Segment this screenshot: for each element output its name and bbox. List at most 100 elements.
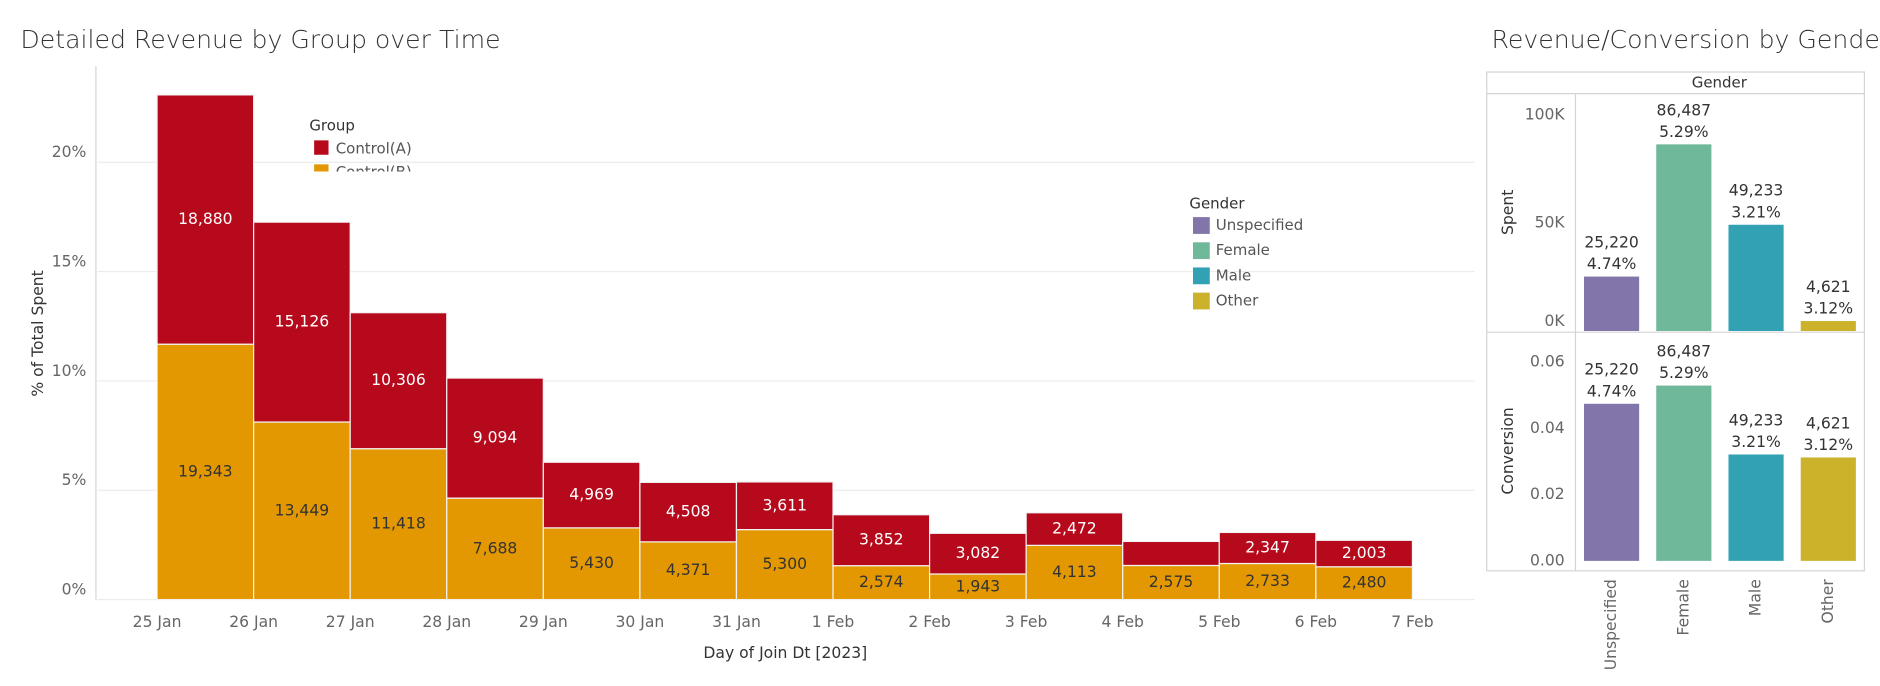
bar-segment xyxy=(735,529,834,601)
y-tick-label: 20% xyxy=(52,143,87,161)
legend-label: Control(A) xyxy=(336,139,412,157)
bar-segment xyxy=(735,481,834,531)
data-label: 2,574 xyxy=(859,573,904,591)
data-label: 49,233 xyxy=(1729,411,1784,429)
panel-frame xyxy=(1486,71,1866,572)
data-label: 4,621 xyxy=(1806,414,1851,432)
data-label: 3,082 xyxy=(956,544,1001,562)
data-label: 3.21% xyxy=(1731,433,1781,451)
legend-swatch xyxy=(314,164,329,172)
data-label: 2,472 xyxy=(1052,520,1097,538)
x-tick-label: 30 Jan xyxy=(615,613,664,631)
y-tick-label: 0.06 xyxy=(1530,353,1565,371)
bar xyxy=(1800,457,1856,561)
legend-label: Control(B) xyxy=(336,163,412,181)
legend-title: Gender xyxy=(1189,194,1245,212)
bar-segment xyxy=(1122,540,1220,567)
data-label: 4,113 xyxy=(1052,563,1097,581)
data-label: 3,852 xyxy=(859,531,904,549)
data-label: 4,969 xyxy=(569,486,614,504)
data-label: 4.74% xyxy=(1587,382,1637,400)
legend-title: Group xyxy=(309,116,355,134)
bar-segment xyxy=(1315,539,1414,568)
data-label: 25,220 xyxy=(1584,234,1639,252)
bar-segment xyxy=(832,514,931,567)
legend-label: Unspecified xyxy=(1216,216,1303,234)
x-tick-label: 1 Feb xyxy=(812,613,855,631)
data-label: 3.12% xyxy=(1804,436,1854,454)
y-tick-label: 0% xyxy=(62,580,87,598)
bar xyxy=(1584,276,1640,332)
data-label: 13,449 xyxy=(275,501,330,519)
chart-title: Revenue/Conversion by Gender xyxy=(1492,25,1880,54)
bar-segment xyxy=(446,377,544,499)
bar xyxy=(1800,321,1856,332)
y-tick-label: 0K xyxy=(1545,312,1566,330)
x-tick-label: 6 Feb xyxy=(1295,613,1338,631)
y-axis-title: % of Total Spent xyxy=(29,270,47,396)
data-label: 4,621 xyxy=(1806,278,1851,296)
data-label: 2,347 xyxy=(1245,538,1290,556)
data-label: 10,306 xyxy=(371,371,426,389)
y-tick-label: 50K xyxy=(1535,214,1566,232)
x-tick-label: 28 Jan xyxy=(422,613,471,631)
chart-title: Detailed Revenue by Group over Time xyxy=(20,25,500,54)
bar-segment xyxy=(1315,566,1414,601)
data-label: 86,487 xyxy=(1657,342,1712,360)
data-label: 18,880 xyxy=(178,210,233,228)
bar xyxy=(1584,403,1640,561)
legend-label: Other xyxy=(1216,292,1259,310)
bar-segment xyxy=(446,497,544,601)
data-label: 15,126 xyxy=(275,313,330,331)
y-tick-label: 0.04 xyxy=(1530,419,1565,437)
y-tick-label: 10% xyxy=(52,362,87,380)
bar-segment xyxy=(639,481,738,543)
y-tick-label: 0.00 xyxy=(1530,551,1565,569)
data-label: 2,003 xyxy=(1342,544,1387,562)
bar-segment xyxy=(1218,562,1317,601)
x-tick-label: 3 Feb xyxy=(1005,613,1048,631)
data-label: 2,733 xyxy=(1245,572,1290,590)
data-label: 4.74% xyxy=(1587,255,1637,273)
y-tick-label: 5% xyxy=(62,471,87,489)
data-label: 5,430 xyxy=(569,554,614,572)
data-label: 2,575 xyxy=(1149,573,1194,591)
bar-segment xyxy=(156,94,255,345)
data-label: 19,343 xyxy=(178,462,233,480)
data-label: 4,508 xyxy=(666,503,711,521)
bar-segment xyxy=(1025,512,1124,546)
legend-label: Female xyxy=(1216,241,1270,259)
group-legend: Control(A) Control(B) xyxy=(314,139,412,181)
x-tick-label: Male xyxy=(1747,579,1765,616)
y-tick-label: 15% xyxy=(52,252,87,270)
legend-swatch xyxy=(1192,217,1210,234)
x-tick-label: Female xyxy=(1674,579,1692,635)
y-axis-title: Conversion xyxy=(1499,407,1517,494)
data-label: 1,943 xyxy=(956,577,1001,595)
bar xyxy=(1656,144,1712,332)
data-label: 9,094 xyxy=(473,429,518,447)
data-label: 49,233 xyxy=(1729,182,1784,200)
x-tick-label: 29 Jan xyxy=(519,613,568,631)
x-tick-label: 25 Jan xyxy=(133,613,182,631)
x-tick-label: Unspecified xyxy=(1602,579,1620,670)
bar-segment xyxy=(542,527,641,601)
data-label: 86,487 xyxy=(1657,101,1712,119)
data-label: 5.29% xyxy=(1659,123,1709,141)
data-label: 3.12% xyxy=(1804,300,1854,318)
x-tick-label: 31 Jan xyxy=(712,613,761,631)
data-label: 4,371 xyxy=(666,561,711,579)
x-tick-label: 27 Jan xyxy=(326,613,375,631)
legend-swatch xyxy=(1192,292,1210,310)
bar-segment xyxy=(349,312,448,450)
x-axis-title: Day of Join Dt [2023] xyxy=(703,644,867,662)
legend-swatch xyxy=(314,140,329,155)
bar-segment xyxy=(253,221,351,423)
facet-header: Gender xyxy=(1692,73,1748,91)
x-tick-label: Other xyxy=(1819,579,1837,624)
bar-segment xyxy=(1218,531,1317,565)
y-axis-title: Spent xyxy=(1499,190,1517,235)
x-tick-label: 26 Jan xyxy=(229,613,278,631)
data-label: 3,611 xyxy=(762,496,807,514)
